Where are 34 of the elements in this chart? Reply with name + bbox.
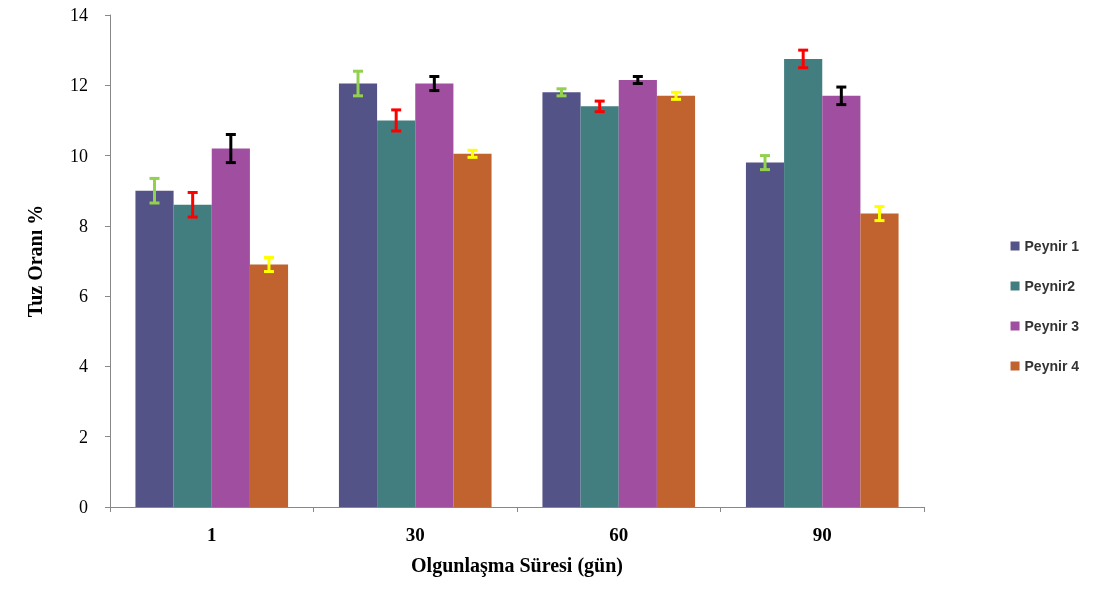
y-tick-label: 2 bbox=[79, 426, 88, 447]
bar bbox=[135, 190, 174, 507]
y-tick-label: 14 bbox=[70, 5, 88, 25]
bar bbox=[211, 148, 250, 507]
bar bbox=[822, 95, 861, 507]
x-axis-title: Olgunlaşma Süresi (gün) bbox=[411, 554, 623, 577]
bar bbox=[338, 83, 378, 507]
bar bbox=[860, 213, 899, 507]
legend-label: Peynir 3 bbox=[1024, 318, 1080, 334]
x-tick-label: 90 bbox=[812, 524, 832, 545]
bar bbox=[249, 264, 289, 507]
y-tick-label: 4 bbox=[79, 356, 88, 377]
bar bbox=[618, 80, 657, 507]
x-tick-label: 60 bbox=[609, 524, 629, 545]
bar bbox=[377, 120, 416, 507]
legend-label: Peynir 4 bbox=[1024, 358, 1080, 374]
y-tick-label: 10 bbox=[70, 145, 88, 166]
bar bbox=[656, 95, 696, 507]
bar bbox=[542, 92, 581, 507]
y-axis-title: Tuz Oranı % bbox=[24, 204, 46, 318]
bar bbox=[415, 83, 454, 507]
x-tick-label: 1 bbox=[207, 524, 217, 545]
x-tick-label: 30 bbox=[405, 524, 425, 545]
bar bbox=[784, 58, 823, 507]
y-tick-label: 0 bbox=[79, 497, 88, 517]
y-tick-label: 12 bbox=[70, 75, 88, 96]
bar bbox=[580, 106, 619, 507]
y-tick-label: 6 bbox=[79, 286, 88, 307]
bar bbox=[745, 162, 785, 507]
bar bbox=[173, 204, 212, 507]
bar bbox=[453, 153, 492, 507]
legend-label: Peynir 1 bbox=[1024, 238, 1080, 254]
legend-label: Peynir2 bbox=[1024, 278, 1076, 294]
y-tick-label: 8 bbox=[79, 215, 88, 236]
